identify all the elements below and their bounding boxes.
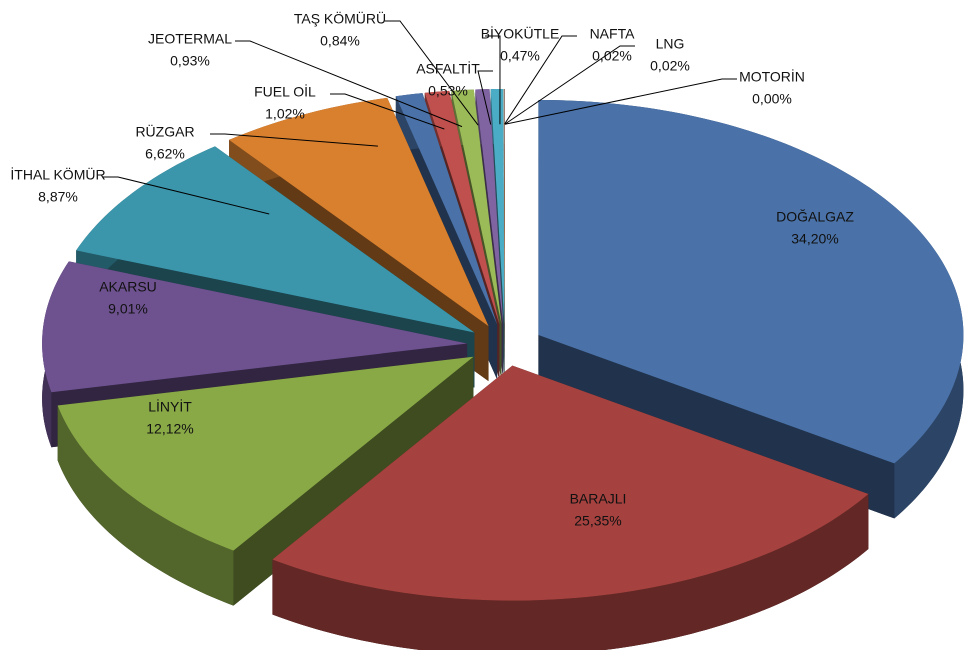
data-label-value: 6,62% bbox=[145, 146, 185, 162]
slice bbox=[424, 90, 500, 325]
data-label-value: 0,53% bbox=[428, 83, 468, 99]
data-label-name: TAŞ KÖMÜRÜ bbox=[294, 10, 386, 27]
data-label-value: 34,20% bbox=[791, 231, 838, 247]
slice bbox=[503, 88, 505, 324]
slice bbox=[490, 88, 505, 324]
data-label-name: RÜZGAR bbox=[135, 123, 194, 140]
data-label-name: MOTORİN bbox=[739, 68, 805, 85]
leader-line bbox=[210, 133, 378, 147]
data-label-value: 0,00% bbox=[752, 91, 792, 107]
data-label-name: BİYOKÜTLE bbox=[481, 25, 560, 42]
data-label-name: NAFTA bbox=[590, 26, 636, 42]
leader-line bbox=[504, 45, 635, 125]
slice bbox=[42, 261, 468, 393]
leader-line bbox=[235, 40, 463, 128]
leader-line bbox=[477, 70, 493, 125]
data-label-value: 1,02% bbox=[265, 106, 305, 122]
leader-line bbox=[485, 35, 501, 125]
slice bbox=[538, 99, 964, 464]
data-label-name: BARAJLI bbox=[570, 491, 627, 507]
data-label-name: FUEL OİL bbox=[254, 83, 316, 100]
leader-line bbox=[330, 93, 445, 130]
data-label-name: JEOTERMAL bbox=[148, 31, 232, 47]
data-label-name: AKARSU bbox=[99, 279, 157, 295]
data-label-value: 8,87% bbox=[38, 189, 78, 205]
slice-wall bbox=[272, 494, 869, 650]
data-label-name: ASFALTİT bbox=[416, 60, 480, 77]
slice bbox=[229, 97, 489, 327]
data-label-name: DOĞALGAZ bbox=[776, 209, 854, 225]
data-label-name: LNG bbox=[656, 36, 685, 52]
slice bbox=[272, 365, 869, 601]
slice bbox=[475, 89, 504, 325]
data-label-value: 0,02% bbox=[650, 58, 690, 74]
data-label-value: 0,47% bbox=[500, 48, 540, 64]
slice-wall bbox=[57, 405, 234, 606]
slice bbox=[451, 89, 502, 325]
data-label-value: 12,12% bbox=[146, 421, 193, 437]
data-label-name: LİNYİT bbox=[148, 398, 192, 415]
slice bbox=[57, 356, 474, 551]
slice bbox=[504, 88, 505, 324]
data-label-value: 0,84% bbox=[320, 33, 360, 49]
leader-line bbox=[504, 35, 577, 125]
slice bbox=[76, 146, 475, 333]
data-label-value: 9,01% bbox=[108, 301, 148, 317]
leader-line bbox=[504, 78, 737, 125]
leader-line bbox=[385, 20, 479, 126]
data-label-value: 25,35% bbox=[574, 513, 621, 529]
data-label-name: İTHAL KÖMÜR bbox=[10, 166, 105, 183]
data-label-value: 0,93% bbox=[170, 53, 210, 69]
leader-line bbox=[103, 176, 270, 215]
slice-side bbox=[503, 88, 505, 379]
slice bbox=[395, 93, 498, 325]
data-label-value: 0,02% bbox=[592, 48, 632, 64]
